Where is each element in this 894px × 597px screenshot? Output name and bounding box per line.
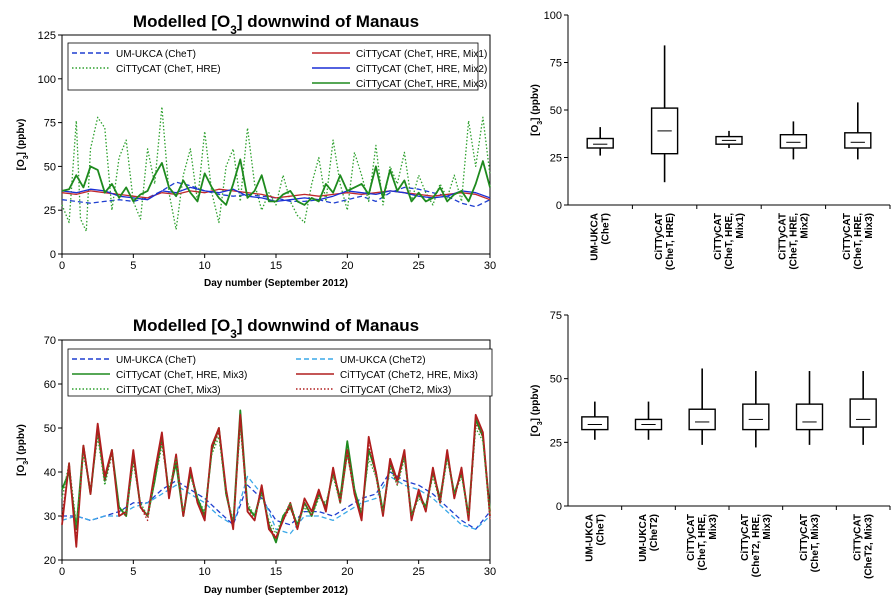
y-tick-label: 0 [556,501,562,513]
x-tick-label: 30 [484,566,496,578]
y-axis-label: [O3] (ppbv) [530,84,544,136]
y-tick-label: 50 [44,161,56,173]
x-tick-label: 20 [341,260,353,272]
y-tick-label: 40 [44,467,56,479]
series-line-4 [61,413,491,548]
category-label: CiTTyCAT(CheT, HRE,Mix3) [686,514,719,571]
y-tick-label: 0 [50,249,56,261]
x-axis-label: Day number (September 2012) [204,585,348,596]
legend-label: CiTTyCAT (CheT2, Mix3) [340,385,451,396]
y-tick-label: 75 [44,118,56,130]
category-label: UM-UKCA(CheT2) [638,514,660,562]
x-tick-label: 15 [270,260,282,272]
y-tick-label: 75 [550,310,562,322]
x-tick-label: 10 [199,260,211,272]
legend-label: UM-UKCA (CheT) [116,355,196,366]
category-label: UM-UKCA(CheT) [584,514,606,562]
y-tick-label: 100 [38,74,56,86]
x-tick-label: 25 [413,566,425,578]
legend-box [67,42,479,91]
box-iqr [581,416,609,431]
y-axis-label: [O3] (ppbv) [16,119,30,171]
legend-label: CiTTyCAT (CheT, Mix3) [116,385,221,396]
x-tick-label: 0 [59,260,65,272]
category-label: CiTTyCAT(CheT, Mix3) [799,514,821,572]
category-label: CiTTyCAT(CheT2, Mix3) [853,514,875,579]
box-iqr [779,133,808,149]
y-tick-label: 70 [44,335,56,347]
series-line-3 [61,409,491,544]
series-line-5 [61,158,491,206]
legend-label: CiTTyCAT (CheT2, HRE, Mix3) [340,370,478,381]
box-iqr [844,132,872,149]
y-tick-label: 125 [38,30,56,42]
series-line-2 [61,475,491,535]
x-tick-label: 30 [484,260,496,272]
legend-box [67,348,493,397]
y-tick-label: 20 [44,555,56,567]
x-tick-label: 25 [413,260,425,272]
series-line-6 [61,422,491,539]
series-line-2 [61,106,491,232]
x-tick-label: 15 [270,566,282,578]
legend-label: UM-UKCA (CheT2) [340,355,426,366]
box-iqr [849,398,877,428]
category-label: CiTTyCAT(CheT, HRE,Mix1) [713,213,746,270]
series-line-1 [61,181,491,208]
y-tick-label: 50 [550,374,562,386]
y-axis-label: [O3] (ppbv) [530,385,544,437]
legend-label: CiTTyCAT (CheT, HRE, Mix2) [356,64,487,75]
legend-label: UM-UKCA (CheT) [116,49,196,60]
x-axis-label: Day number (September 2012) [204,278,348,289]
category-label: CiTTyCAT(CheT, HRE,Mix2) [777,213,810,270]
series-line-3 [61,188,491,201]
box-iqr [586,137,614,149]
x-tick-label: 5 [130,260,136,272]
y-tick-label: 60 [44,379,56,391]
box-iqr [742,403,770,431]
x-tick-label: 20 [341,566,353,578]
legend-label: CiTTyCAT (CheT, HRE, Mix3) [356,79,487,90]
x-tick-label: 10 [199,566,211,578]
x-tick-label: 5 [130,566,136,578]
y-tick-label: 100 [544,10,562,22]
y-tick-label: 0 [556,200,562,212]
y-tick-label: 30 [44,511,56,523]
series-line-4 [61,186,491,203]
x-tick-label: 0 [59,566,65,578]
category-label: CiTTyCAT(CheT2, HRE,Mix3) [740,514,773,578]
chart-title: Modelled [O3] downwind of Manaus [133,316,419,341]
legend-label: CiTTyCAT (CheT, HRE, Mix1) [356,49,487,60]
box-iqr [688,408,716,431]
series-line-1 [62,471,491,530]
box-iqr [795,403,824,431]
category-label: CiTTyCAT(CheT, HRE,Mix3) [842,213,875,270]
y-axis-label: [O3] (ppbv) [16,424,30,476]
y-tick-label: 25 [550,437,562,449]
legend-label: CiTTyCAT (CheT, HRE) [116,64,221,75]
y-tick-label: 25 [550,153,562,165]
chart-title: Modelled [O3] downwind of Manaus [133,12,419,37]
series-line-5 [61,427,491,535]
y-tick-label: 50 [550,105,562,117]
legend-label: CiTTyCAT (CheT, HRE, Mix3) [116,370,247,381]
y-tick-label: 75 [550,58,562,70]
y-tick-label: 25 [44,205,56,217]
category-label: UM-UKCA(CheT) [590,213,612,261]
y-tick-label: 50 [44,423,56,435]
category-label: CiTTyCAT(CheT, HRE) [654,213,676,270]
